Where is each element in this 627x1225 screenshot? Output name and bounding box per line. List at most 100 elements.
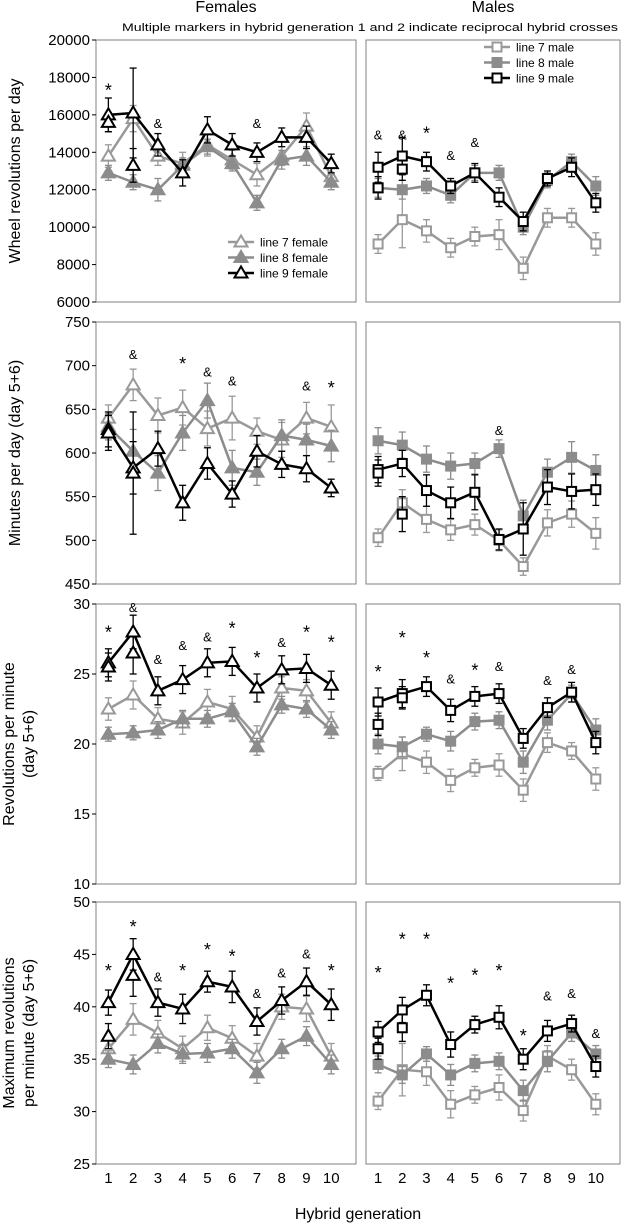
data-point-line8 — [199, 138, 216, 153]
x-tick-label: 6 — [228, 1170, 236, 1187]
significance-marker: * — [520, 1026, 527, 1046]
data-point-line7 — [372, 767, 384, 779]
data-point-line8 — [149, 181, 167, 196]
significance-marker: & — [154, 969, 163, 984]
significance-marker: & — [129, 600, 138, 615]
data-point-line9 — [100, 424, 117, 439]
data-point-line7 — [517, 1105, 529, 1117]
data-point-line8 — [248, 194, 266, 209]
y-axis-title: Maximum revolutions — [1, 957, 18, 1108]
data-point-line8 — [396, 741, 408, 753]
data-point-line7 — [469, 231, 481, 242]
data-point-line7 — [372, 1095, 384, 1107]
data-point-line8 — [223, 703, 241, 718]
data-point-line8 — [199, 1044, 216, 1059]
data-point-line8 — [248, 463, 266, 478]
significance-marker: & — [253, 116, 262, 131]
data-point-line9 — [298, 128, 315, 143]
series-line-line7 — [377, 1054, 597, 1113]
data-point-line9 — [420, 485, 432, 497]
x-tick-label: 5 — [471, 1170, 479, 1187]
data-point-line9 — [445, 180, 457, 192]
y-tick-label: 10 — [73, 876, 90, 893]
significance-marker: & — [178, 638, 187, 653]
y-tick-label: 600 — [65, 445, 90, 462]
data-point-line7 — [566, 745, 578, 757]
data-point-line8 — [149, 721, 167, 736]
data-point-line8 — [124, 724, 142, 739]
series-line7 — [372, 1042, 602, 1122]
data-point-line9 — [199, 121, 216, 136]
data-point-line9 — [396, 508, 408, 520]
data-point-line9 — [199, 455, 216, 470]
data-point-line9 — [100, 994, 117, 1009]
data-point-line7 — [420, 1066, 432, 1078]
series-line8 — [372, 1023, 602, 1102]
data-point-line9 — [517, 1053, 529, 1065]
significance-marker: & — [154, 116, 163, 131]
data-point-line8 — [445, 735, 457, 747]
data-point-line8 — [445, 1069, 457, 1081]
significance-marker: * — [423, 930, 430, 950]
series-line-line9 — [377, 993, 597, 1068]
series-line-line9 — [107, 629, 332, 693]
data-point-line7 — [590, 238, 602, 250]
data-point-line9 — [396, 163, 408, 175]
data-point-line9 — [445, 704, 457, 716]
significance-marker: * — [105, 81, 112, 101]
data-point-line9 — [469, 1019, 481, 1031]
series-line8 — [100, 138, 340, 211]
legend-label: line 8 female — [260, 251, 328, 265]
data-point-line9 — [199, 973, 216, 988]
significance-marker: * — [130, 917, 137, 937]
panels: 6000 8000 10000 12000 14000 16000 18000 20000 Wh… — [1, 32, 621, 1187]
data-point-line9 — [174, 1000, 191, 1015]
significance-marker: * — [229, 618, 236, 638]
data-point-line7 — [199, 420, 216, 435]
significance-marker: * — [496, 961, 503, 981]
data-point-line9 — [273, 992, 290, 1007]
y-tick-label: 14000 — [48, 144, 90, 161]
y-axis-title: Revolutions per minute — [1, 662, 18, 826]
series-line-line7 — [107, 1005, 333, 1058]
legend-label: line 9 male — [516, 72, 574, 86]
plot-frame — [95, 901, 357, 1165]
data-point-line9 — [372, 718, 384, 730]
data-point-line9 — [124, 156, 142, 171]
legend-label: line 7 female — [260, 236, 328, 250]
y-tick-label: 20 — [73, 736, 90, 753]
legend-marker — [491, 41, 503, 53]
plot-frame — [365, 603, 621, 885]
data-point-line8 — [174, 1045, 191, 1060]
significance-marker: & — [154, 652, 163, 667]
significance-marker: * — [399, 628, 406, 648]
data-point-line7 — [248, 422, 266, 437]
data-point-line9 — [469, 690, 481, 702]
x-tick-label: 8 — [278, 1170, 286, 1187]
series-line8 — [100, 1026, 340, 1084]
data-point-line7 — [469, 519, 481, 531]
data-point-line9 — [541, 172, 553, 184]
series-line-line9 — [108, 111, 333, 176]
data-point-line9 — [174, 164, 191, 179]
data-point-line9 — [493, 533, 505, 545]
significance-marker: & — [277, 635, 286, 650]
data-point-line8 — [298, 147, 315, 162]
significance-marker: & — [495, 659, 504, 674]
significance-marker: * — [447, 974, 454, 994]
data-point-line7 — [372, 532, 384, 544]
data-point-line8 — [273, 1040, 290, 1055]
data-point-line8 — [199, 710, 216, 725]
data-point-line8 — [493, 1055, 505, 1067]
data-point-line7 — [469, 762, 481, 774]
data-point-line9 — [396, 1004, 408, 1016]
data-point-line7 — [566, 1064, 578, 1076]
data-point-line9 — [372, 1026, 384, 1038]
data-point-line7 — [493, 1081, 505, 1093]
data-point-line7 — [445, 1098, 457, 1110]
x-axis-title: Hybrid generation — [295, 1206, 421, 1223]
data-point-line8 — [100, 1050, 117, 1065]
x-tick-label: 7 — [519, 1170, 527, 1187]
series-line-line8 — [108, 1034, 333, 1075]
data-point-line8 — [149, 1035, 167, 1050]
